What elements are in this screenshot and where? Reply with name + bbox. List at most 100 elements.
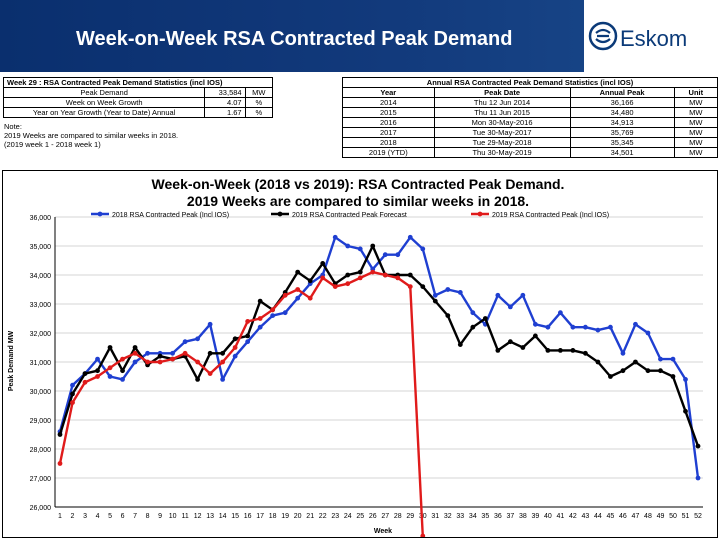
column-header: Peak Date bbox=[433, 87, 571, 98]
weekly-stats-table: Week 29 : RSA Contracted Peak Demand Sta… bbox=[2, 77, 274, 118]
legend-entry: 2018 RSA Contracted Peak (Incl IOS) bbox=[91, 211, 229, 219]
data-point bbox=[420, 246, 426, 252]
year-cell: 2014 bbox=[342, 97, 435, 108]
data-point bbox=[357, 269, 363, 275]
table-row: 2019 (YTD) Thu 30-May-2019 34,501 MW bbox=[342, 147, 719, 158]
data-point bbox=[232, 353, 238, 359]
annual-peak-cell: 35,345 bbox=[569, 137, 675, 148]
x-tick-label: 34 bbox=[469, 513, 477, 520]
data-point bbox=[645, 368, 651, 374]
annual-stats-header-row: Year Peak Date Annual Peak Unit bbox=[342, 87, 719, 98]
data-point bbox=[370, 243, 376, 249]
x-tick-label: 48 bbox=[644, 513, 652, 520]
legend-entry: 2019 RSA Contracted Peak (Incl IOS) bbox=[471, 211, 609, 219]
peak-demand-chart: Week-on-Week (2018 vs 2019): RSA Contrac… bbox=[8, 176, 703, 539]
x-tick-label: 38 bbox=[519, 513, 527, 520]
data-point bbox=[145, 359, 150, 365]
data-point bbox=[132, 345, 138, 350]
data-point bbox=[583, 350, 588, 356]
x-tick-label: 44 bbox=[594, 513, 602, 520]
data-point bbox=[145, 350, 150, 356]
data-point bbox=[220, 359, 226, 365]
data-point bbox=[195, 336, 201, 342]
data-point bbox=[120, 356, 125, 362]
data-point bbox=[545, 324, 551, 330]
data-point bbox=[457, 342, 463, 347]
data-point bbox=[282, 310, 288, 316]
column-header: Annual Peak bbox=[569, 87, 675, 98]
data-point bbox=[382, 272, 388, 278]
data-point bbox=[570, 348, 576, 353]
x-tick-label: 14 bbox=[219, 513, 227, 520]
y-tick-label: 33,000 bbox=[30, 302, 52, 309]
annual-stats-title-row: Annual RSA Contracted Peak Demand Statis… bbox=[342, 77, 718, 88]
data-point bbox=[245, 319, 251, 324]
x-tick-label: 18 bbox=[269, 513, 277, 520]
data-point bbox=[120, 368, 125, 374]
peak-date-cell: Thu 30-May-2019 bbox=[433, 147, 571, 158]
data-point bbox=[132, 359, 138, 365]
x-tick-label: 52 bbox=[694, 513, 702, 520]
x-tick-label: 16 bbox=[244, 513, 252, 520]
y-tick-label: 34,000 bbox=[30, 273, 52, 280]
data-point bbox=[195, 377, 201, 382]
data-point bbox=[608, 324, 613, 330]
x-tick-label: 2 bbox=[71, 513, 75, 520]
data-point bbox=[170, 356, 175, 362]
data-point bbox=[95, 368, 100, 374]
x-tick-label: 5 bbox=[108, 513, 112, 520]
data-point bbox=[157, 359, 163, 365]
data-point bbox=[658, 356, 663, 362]
data-point bbox=[182, 350, 188, 356]
unit-cell: MW bbox=[673, 147, 719, 158]
year-cell: 2016 bbox=[342, 117, 435, 128]
annual-peak-cell: 34,913 bbox=[569, 117, 675, 128]
data-point bbox=[220, 350, 226, 356]
data-point bbox=[670, 356, 676, 362]
data-point bbox=[495, 292, 501, 298]
data-point bbox=[620, 368, 626, 374]
unit-cell: MW bbox=[673, 107, 719, 118]
data-point bbox=[70, 382, 75, 388]
data-point bbox=[407, 272, 413, 278]
data-point bbox=[432, 292, 438, 298]
data-point bbox=[683, 408, 688, 414]
y-axis-label: Peak Demand MW bbox=[8, 330, 15, 391]
data-point bbox=[620, 350, 626, 356]
x-tick-label: 4 bbox=[96, 513, 100, 520]
data-point bbox=[320, 275, 326, 281]
data-point bbox=[457, 290, 463, 295]
data-point bbox=[645, 330, 651, 336]
x-tick-label: 9 bbox=[158, 513, 162, 520]
data-point bbox=[295, 295, 301, 301]
data-point bbox=[95, 356, 100, 362]
x-tick-label: 29 bbox=[406, 513, 414, 520]
logo-text: Eskom bbox=[620, 26, 688, 51]
stat-unit: % bbox=[244, 97, 274, 108]
peak-date-cell: Thu 12 Jun 2014 bbox=[433, 97, 571, 108]
table-row: Peak Demand 33,584 MW bbox=[2, 87, 274, 98]
data-point bbox=[470, 324, 476, 330]
table-row: 2014 Thu 12 Jun 2014 36,166 MW bbox=[342, 97, 719, 108]
data-point bbox=[557, 310, 563, 316]
data-point bbox=[345, 243, 351, 249]
table-row: 2016 Mon 30-May-2016 34,913 MW bbox=[342, 117, 719, 128]
data-point bbox=[82, 371, 88, 376]
year-cell: 2019 (YTD) bbox=[342, 147, 435, 158]
data-point bbox=[195, 359, 201, 365]
x-tick-label: 24 bbox=[344, 513, 352, 520]
x-tick-label: 23 bbox=[331, 513, 339, 520]
year-cell: 2017 bbox=[342, 127, 435, 138]
data-point bbox=[520, 345, 526, 350]
series-line bbox=[58, 270, 424, 537]
x-tick-label: 8 bbox=[146, 513, 150, 520]
y-tick-label: 27,000 bbox=[30, 476, 52, 483]
data-point bbox=[345, 272, 351, 278]
y-tick-label: 30,000 bbox=[30, 389, 52, 396]
x-tick-label: 25 bbox=[356, 513, 364, 520]
stat-unit: MW bbox=[244, 87, 274, 98]
data-point bbox=[557, 348, 563, 353]
y-tick-label: 26,000 bbox=[30, 505, 52, 512]
data-point bbox=[695, 475, 701, 481]
x-tick-label: 3 bbox=[83, 513, 87, 520]
